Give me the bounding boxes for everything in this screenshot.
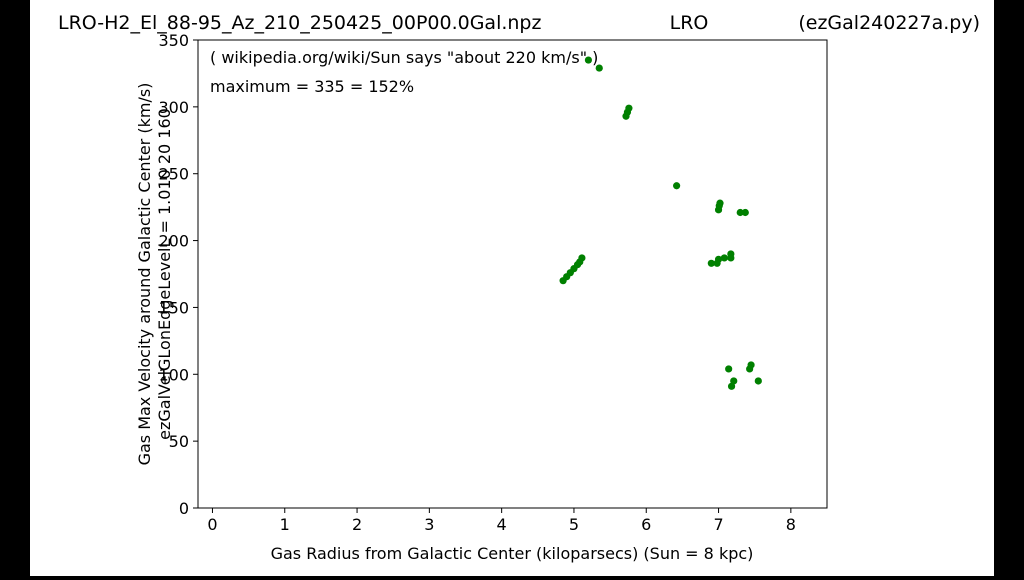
annotation-maximum: maximum = 335 = 152% (210, 77, 414, 96)
data-point (747, 361, 755, 369)
plot-area: 0 1 2 3 4 5 6 7 8 0 50 100 150 200 250 300 350 (158, 31, 795, 534)
x-tick-label: 2 (352, 515, 362, 534)
data-point (754, 377, 762, 385)
x-tick-label: 3 (424, 515, 434, 534)
x-tick-label: 7 (713, 515, 723, 534)
header-script: (ezGal240227a.py) (798, 12, 980, 34)
data-point (625, 104, 633, 112)
x-axis-label: Gas Radius from Galactic Center (kilopar… (271, 544, 754, 563)
y-tick-label: 300 (158, 98, 189, 117)
data-point (595, 64, 603, 72)
data-point (736, 208, 744, 217)
y-axis-label-line1: Gas Max Velocity around Galactic Center … (135, 83, 154, 466)
y-axis-label-line2: ezGalVelGLonEdgeLevelL = 1.010 20 160 (155, 108, 174, 440)
data-point (707, 259, 715, 267)
x-tick-label: 0 (207, 515, 217, 534)
figure-canvas: LRO-H2_El_88-95_Az_210_250425_00P00.0Gal… (30, 0, 994, 576)
y-tick-label: 100 (158, 365, 189, 384)
x-tick-label: 6 (641, 515, 651, 534)
data-point (730, 377, 738, 385)
data-point (673, 182, 681, 190)
x-tick-label: 8 (786, 515, 796, 534)
data-point (716, 199, 724, 207)
data-point (584, 56, 593, 64)
data-point (578, 254, 586, 262)
data-point (725, 365, 733, 373)
y-tick-label: 200 (158, 232, 189, 251)
y-tick-label: 50 (169, 432, 189, 451)
data-point (720, 254, 728, 262)
x-tick-label: 1 (280, 515, 290, 534)
y-tick-label: 0 (179, 499, 189, 518)
y-tick-label: 250 (158, 165, 189, 184)
data-point (741, 208, 749, 217)
header-filename: LRO-H2_El_88-95_Az_210_250425_00P00.0Gal… (58, 12, 541, 34)
x-tick-label: 4 (497, 515, 507, 534)
annotation-wikipedia: ( wikipedia.org/wiki/Sun says "about 220… (210, 48, 598, 67)
data-point (714, 255, 723, 263)
y-tick-label: 150 (158, 298, 189, 317)
x-tick-label: 5 (569, 515, 579, 534)
data-point (727, 250, 735, 258)
plot-frame (197, 39, 828, 509)
y-tick-label: 350 (158, 31, 189, 50)
header-center: LRO (670, 12, 709, 34)
scatter-chart: LRO-H2_El_88-95_Az_210_250425_00P00.0Gal… (58, 12, 980, 563)
